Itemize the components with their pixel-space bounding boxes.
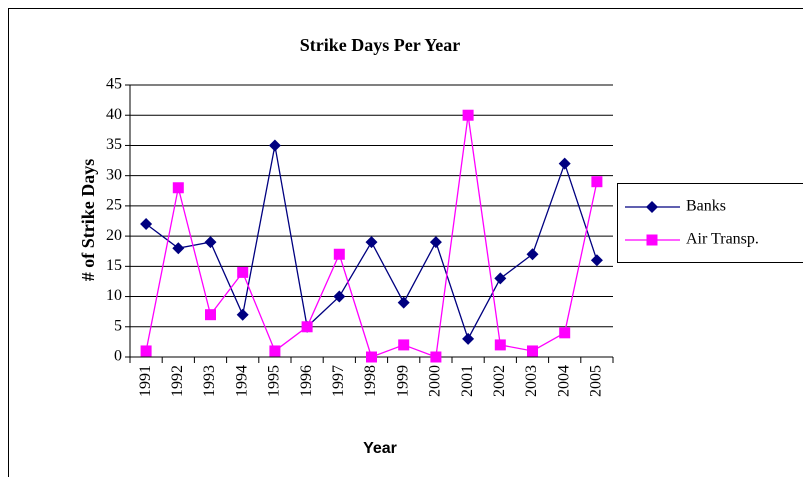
x-tick-label: 2001 xyxy=(459,365,476,397)
data-point xyxy=(268,139,281,152)
x-tick-label: 1999 xyxy=(394,365,411,397)
data-point xyxy=(204,236,217,249)
legend-label: Banks xyxy=(686,198,726,215)
x-tick-label: 2003 xyxy=(523,365,540,397)
data-point xyxy=(366,351,377,363)
x-tick-label: 2002 xyxy=(491,365,508,397)
legend-marker xyxy=(646,201,658,213)
data-point xyxy=(429,236,442,249)
data-point xyxy=(590,254,603,267)
data-point xyxy=(172,242,185,255)
data-point xyxy=(559,327,571,339)
data-point xyxy=(462,332,475,345)
data-point xyxy=(494,272,507,285)
data-point xyxy=(462,109,474,121)
data-point xyxy=(494,339,506,351)
data-point xyxy=(526,248,539,261)
x-tick-label: 1994 xyxy=(233,365,250,397)
y-tick-label: 35 xyxy=(106,136,122,153)
y-tick-label: 25 xyxy=(106,197,122,214)
legend-label: Air Transp. xyxy=(686,231,759,248)
data-point xyxy=(172,182,184,194)
x-tick-label: 1992 xyxy=(169,365,186,397)
y-tick-label: 30 xyxy=(106,166,122,183)
y-tick-label: 0 xyxy=(114,348,122,365)
y-tick-label: 5 xyxy=(114,317,122,334)
y-tick-label: 15 xyxy=(106,257,122,274)
y-tick-label: 10 xyxy=(106,287,122,304)
x-tick-label: 1995 xyxy=(266,365,283,397)
data-point xyxy=(333,290,346,303)
data-point xyxy=(527,345,538,357)
y-tick-label: 45 xyxy=(106,76,122,93)
data-point xyxy=(397,296,410,309)
x-tick-label: 1991 xyxy=(137,365,154,397)
data-point xyxy=(269,345,281,357)
data-point xyxy=(365,236,378,249)
data-point xyxy=(140,218,153,231)
data-point xyxy=(205,309,216,321)
data-point xyxy=(398,339,410,351)
data-point xyxy=(430,351,442,363)
x-tick-label: 1996 xyxy=(298,365,315,397)
y-tick-label: 20 xyxy=(106,227,122,244)
y-axis-label: # of Strike Days xyxy=(78,159,98,282)
data-point xyxy=(237,266,249,278)
data-point xyxy=(333,248,345,260)
x-tick-label: 2000 xyxy=(427,365,444,397)
y-tick-label: 40 xyxy=(106,106,122,123)
x-tick-label: 2005 xyxy=(588,365,605,397)
x-tick-label: 1997 xyxy=(330,365,347,397)
legend-marker xyxy=(646,234,658,246)
data-point xyxy=(236,308,249,321)
data-point xyxy=(558,157,571,170)
data-point xyxy=(301,321,313,333)
data-point xyxy=(140,345,152,357)
x-tick-label: 1998 xyxy=(362,365,379,397)
x-tick-label: 2004 xyxy=(555,365,572,397)
data-point xyxy=(591,176,603,188)
legend-box xyxy=(617,183,803,263)
x-axis-label: Year xyxy=(363,440,397,457)
x-tick-label: 1993 xyxy=(201,365,218,397)
chart-title: Strike Days Per Year xyxy=(300,35,460,55)
